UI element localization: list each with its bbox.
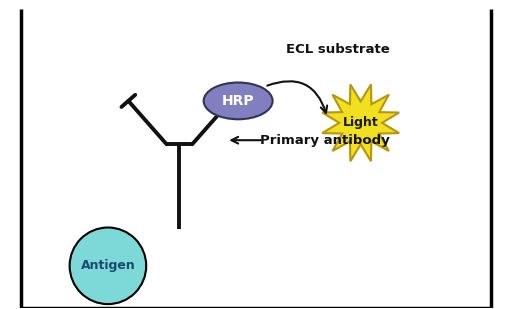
- Text: Antigen: Antigen: [80, 259, 135, 272]
- Ellipse shape: [204, 83, 272, 119]
- Text: Light: Light: [343, 116, 378, 129]
- FancyArrowPatch shape: [231, 137, 261, 144]
- Text: HRP: HRP: [222, 94, 254, 108]
- Text: ECL substrate: ECL substrate: [286, 43, 390, 56]
- Circle shape: [70, 227, 146, 304]
- FancyArrowPatch shape: [267, 81, 327, 113]
- Polygon shape: [322, 84, 399, 161]
- Text: Primary antibody: Primary antibody: [260, 134, 390, 147]
